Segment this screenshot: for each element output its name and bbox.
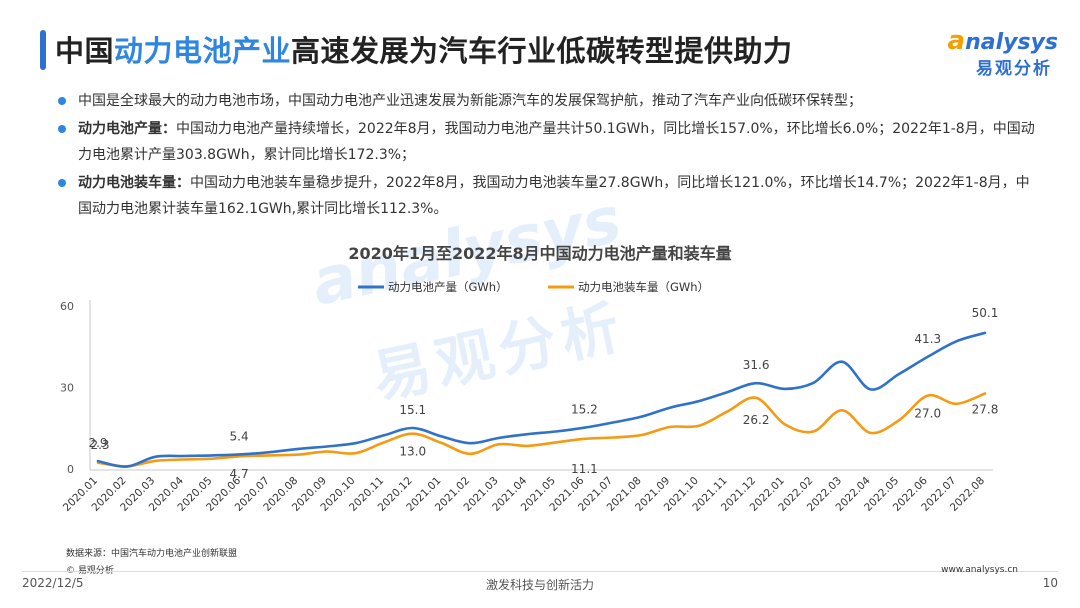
- bullet-dot-icon: [58, 179, 66, 187]
- logo-chinese: 易观分析: [976, 59, 1052, 79]
- chart-title: 2020年1月至2022年8月中国动力电池产量和装车量: [348, 244, 732, 263]
- bullet-item: 中国是全球最大的动力电池市场，中国动力电池产业迅速发展为新能源汽车的发展保驾护航…: [58, 88, 1038, 114]
- title-accent-bar: [40, 30, 46, 70]
- bullet-list: 中国是全球最大的动力电池市场，中国动力电池产业迅速发展为新能源汽车的发展保驾护航…: [58, 88, 1038, 224]
- data-label: 13.0: [399, 445, 426, 459]
- page-title: 中国动力电池产业高速发展为汽车行业低碳转型提供助力: [55, 28, 793, 70]
- title-suffix: 高速发展为汽车行业低碳转型提供助力: [291, 34, 793, 68]
- bullet-text: 中国动力电池装车量稳步提升，2022年8月，我国动力电池装车量27.8GWh，同…: [78, 175, 1030, 217]
- bullet-text: 中国是全球最大的动力电池市场，中国动力电池产业迅速发展为新能源汽车的发展保驾护航…: [78, 93, 862, 109]
- data-label: 26.2: [743, 413, 770, 427]
- bullet-dot-icon: [58, 97, 66, 105]
- bullet-item: 动力电池产量：中国动力电池产量持续增长，2022年8月，我国动力电池产量共计50…: [58, 116, 1038, 168]
- footer-url[interactable]: www.analysys.cn: [941, 565, 1018, 575]
- page-number: 10: [1042, 576, 1058, 590]
- title-prefix: 中国: [55, 34, 115, 68]
- logo-en-rest: nalysys: [965, 30, 1058, 55]
- title-highlight: 动力电池产业: [114, 34, 292, 68]
- data-label: 31.6: [743, 358, 770, 372]
- bullet-text: 中国动力电池产量持续增长，2022年8月，我国动力电池产量共计50.1GWh，同…: [78, 121, 1035, 163]
- bullet-item: 动力电池装车量：中国动力电池装车量稳步提升，2022年8月，我国动力电池装车量2…: [58, 170, 1038, 222]
- legend-label: 动力电池产量（GWh）: [388, 280, 508, 294]
- data-source: 数据来源：中国汽车动力电池产业创新联盟: [66, 549, 238, 559]
- data-label: 2.3: [90, 438, 109, 452]
- data-label: 50.1: [972, 306, 999, 320]
- data-label: 11.1: [571, 462, 598, 476]
- data-label: 5.4: [230, 429, 249, 443]
- y-tick-label: 60: [60, 300, 74, 313]
- copyright: © 易观分析: [66, 566, 114, 576]
- footer-divider: [22, 571, 1058, 572]
- logo-en-initial: a: [947, 26, 966, 56]
- bullet-bold: 动力电池装车量：: [78, 175, 190, 191]
- data-label: 2.9: [88, 436, 107, 450]
- data-label: 27.8: [972, 402, 999, 416]
- data-label: 15.2: [571, 403, 598, 417]
- y-tick-label: 0: [67, 463, 74, 476]
- footer-date: 2022/12/5: [22, 576, 84, 590]
- bullet-dot-icon: [58, 125, 66, 133]
- logo-english: analysys: [948, 26, 1058, 56]
- y-tick-label: 30: [60, 382, 74, 395]
- footer-slogan: 激发科技与创新活力: [485, 578, 594, 592]
- series-line-installation: [96, 392, 987, 468]
- data-label: 4.7: [230, 467, 249, 481]
- data-label: 27.0: [914, 407, 941, 421]
- series-line-production: [96, 331, 987, 468]
- data-label: 15.1: [399, 403, 426, 417]
- legend-label: 动力电池装车量（GWh）: [578, 280, 709, 294]
- analysys-logo: analysys 易观分析: [940, 26, 1058, 79]
- data-label: 41.3: [914, 332, 941, 346]
- bullet-bold: 动力电池产量：: [78, 121, 176, 137]
